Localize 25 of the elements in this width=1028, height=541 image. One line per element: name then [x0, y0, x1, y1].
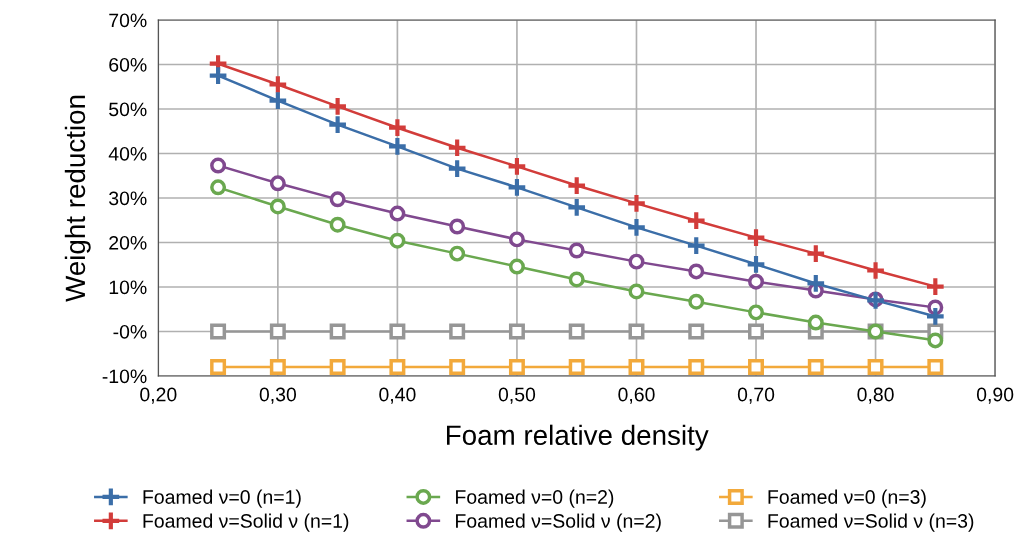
y-tick-label: 60%	[109, 57, 147, 72]
y-tick-label: 30%	[109, 191, 147, 206]
legend-label: Foamed ν=Solid ν (n=1)	[143, 513, 349, 532]
x-tick-label: 0,50	[498, 387, 536, 404]
x-tick-label: 0,30	[259, 387, 297, 404]
legend-label: Foamed ν=0 (n=1)	[143, 489, 301, 508]
y-tick-label: 20%	[109, 235, 147, 250]
x-tick-label: 0,90	[976, 387, 1014, 404]
x-tick-label: 0,20	[140, 387, 177, 404]
x-tick-label: 0,60	[618, 387, 655, 404]
legend-label: Foamed ν=Solid ν (n=2)	[456, 513, 661, 532]
y-tick-label: 50%	[109, 102, 147, 117]
legend-label: Foamed ν=0 (n=3)	[768, 489, 926, 508]
y-tick-label: 40%	[108, 146, 147, 161]
x-tick-label: 0,70	[737, 387, 775, 404]
x-axis-title: Foam relative density	[447, 424, 709, 451]
x-tick-label: 0,80	[857, 387, 894, 404]
legend-label: Foamed ν=Solid ν (n=3)	[768, 513, 974, 532]
y-axis-title: Weight reduction	[64, 95, 91, 302]
y-tick-label: -0%	[113, 324, 147, 339]
y-tick-label: 10%	[109, 280, 147, 295]
legend-label: Foamed ν=0 (n=2)	[456, 489, 614, 508]
x-tick-label: 0,40	[379, 387, 416, 404]
y-tick-label: 70%	[109, 13, 147, 28]
y-tick-label: -10%	[102, 369, 147, 384]
